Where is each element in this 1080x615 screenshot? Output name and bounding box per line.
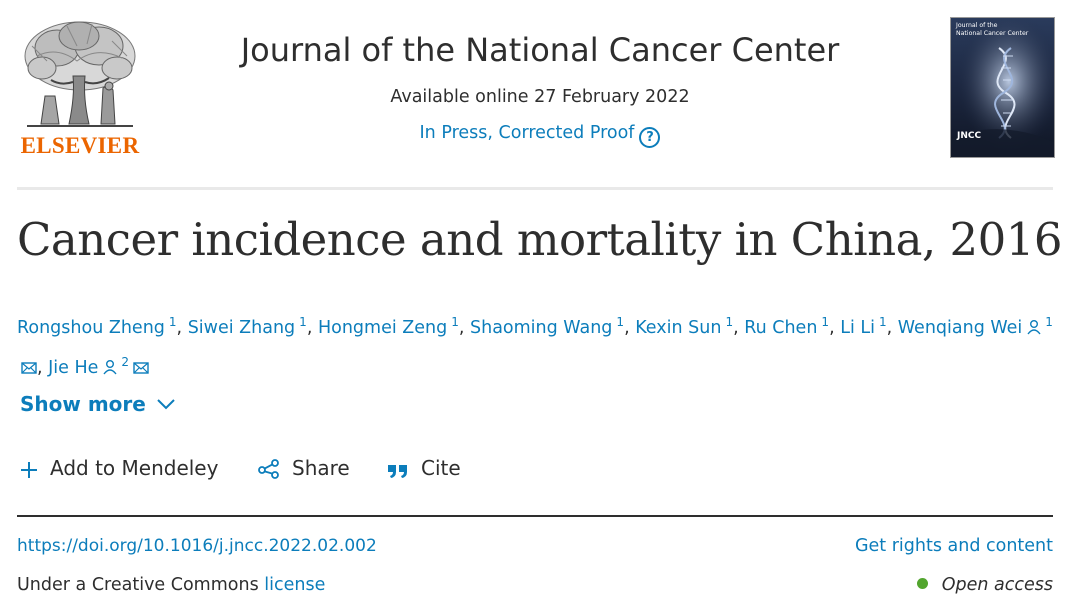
add-to-mendeley-label: Add to Mendeley — [50, 456, 219, 480]
email-icon[interactable] — [21, 361, 37, 375]
get-rights-link[interactable]: Get rights and content — [854, 536, 1053, 556]
share-icon — [258, 459, 279, 479]
open-access-badge: Open access — [916, 575, 1053, 595]
author-list: Rongshou Zheng 1, Siwei Zhang 1, Hongmei Z… — [17, 315, 1053, 378]
license-statement: Under a Creative Commons license — [17, 575, 325, 595]
open-access-dot-icon — [916, 578, 928, 589]
author-link[interactable]: Hongmei Zeng 1 — [317, 315, 459, 338]
person-icon — [103, 360, 117, 375]
cover-title-line-2: National Cancer Center — [956, 30, 1029, 37]
available-online-date: Available online 27 February 2022 — [390, 87, 690, 107]
person-icon — [1027, 320, 1041, 335]
email-icon[interactable] — [133, 361, 149, 375]
elsevier-wordmark: ELSEVIER — [20, 133, 140, 158]
plus-icon — [21, 462, 37, 478]
license-prefix: Under a Creative Commons — [17, 575, 259, 595]
show-more-label: Show more — [20, 392, 146, 416]
author-link[interactable]: Rongshou Zheng 1 — [17, 315, 177, 338]
author-link-corresponding[interactable]: Wenqiang Wei 1 — [17, 315, 1053, 378]
journal-title[interactable]: Journal of the National Cancer Center — [240, 31, 840, 69]
author-link[interactable]: Shaoming Wang 1 — [470, 315, 625, 338]
share-button[interactable]: Share — [258, 456, 350, 480]
question-circle-icon[interactable]: ? — [639, 127, 661, 148]
journal-cover-image: Journal of the National Cancer Center JN… — [951, 18, 1054, 157]
doi-link[interactable]: https://doi.org/10.1016/j.jncc.2022.02.0… — [17, 536, 377, 556]
author-link-corresponding[interactable]: Jie He 2 — [48, 355, 149, 378]
add-to-mendeley-button[interactable]: Add to Mendeley — [20, 456, 218, 480]
article-header: ELSEVIER Journal of the National Cancer … — [0, 0, 1080, 190]
metadata-divider — [17, 515, 1053, 517]
show-more-button[interactable]: Show more — [20, 392, 176, 416]
article-title: Cancer incidence and mortality in China,… — [17, 213, 1063, 266]
elsevier-logo[interactable]: ELSEVIER — [17, 16, 143, 162]
journal-cover[interactable]: Journal of the National Cancer Center JN… — [950, 17, 1055, 158]
author-link[interactable]: Kexin Sun 1 — [635, 315, 734, 338]
cite-label: Cite — [421, 456, 461, 480]
author-link[interactable]: Li Li 1 — [840, 315, 887, 338]
quote-icon — [388, 465, 407, 478]
author-link[interactable]: Ru Chen 1 — [744, 315, 830, 338]
cite-button[interactable]: Cite — [387, 456, 461, 480]
header-divider — [17, 187, 1053, 190]
cover-abbrev: JNCC — [956, 131, 981, 141]
cover-title-line-1: Journal of the — [955, 22, 998, 29]
share-label: Share — [292, 456, 350, 480]
elsevier-tree-icon — [17, 16, 143, 132]
in-press-label: In Press, Corrected Proof — [419, 123, 635, 143]
chevron-down-icon — [157, 399, 175, 410]
license-link[interactable]: license — [264, 575, 326, 595]
in-press-status[interactable]: In Press, Corrected Proof? — [160, 123, 920, 148]
author-link[interactable]: Siwei Zhang 1 — [187, 315, 307, 338]
open-access-label: Open access — [941, 575, 1053, 595]
